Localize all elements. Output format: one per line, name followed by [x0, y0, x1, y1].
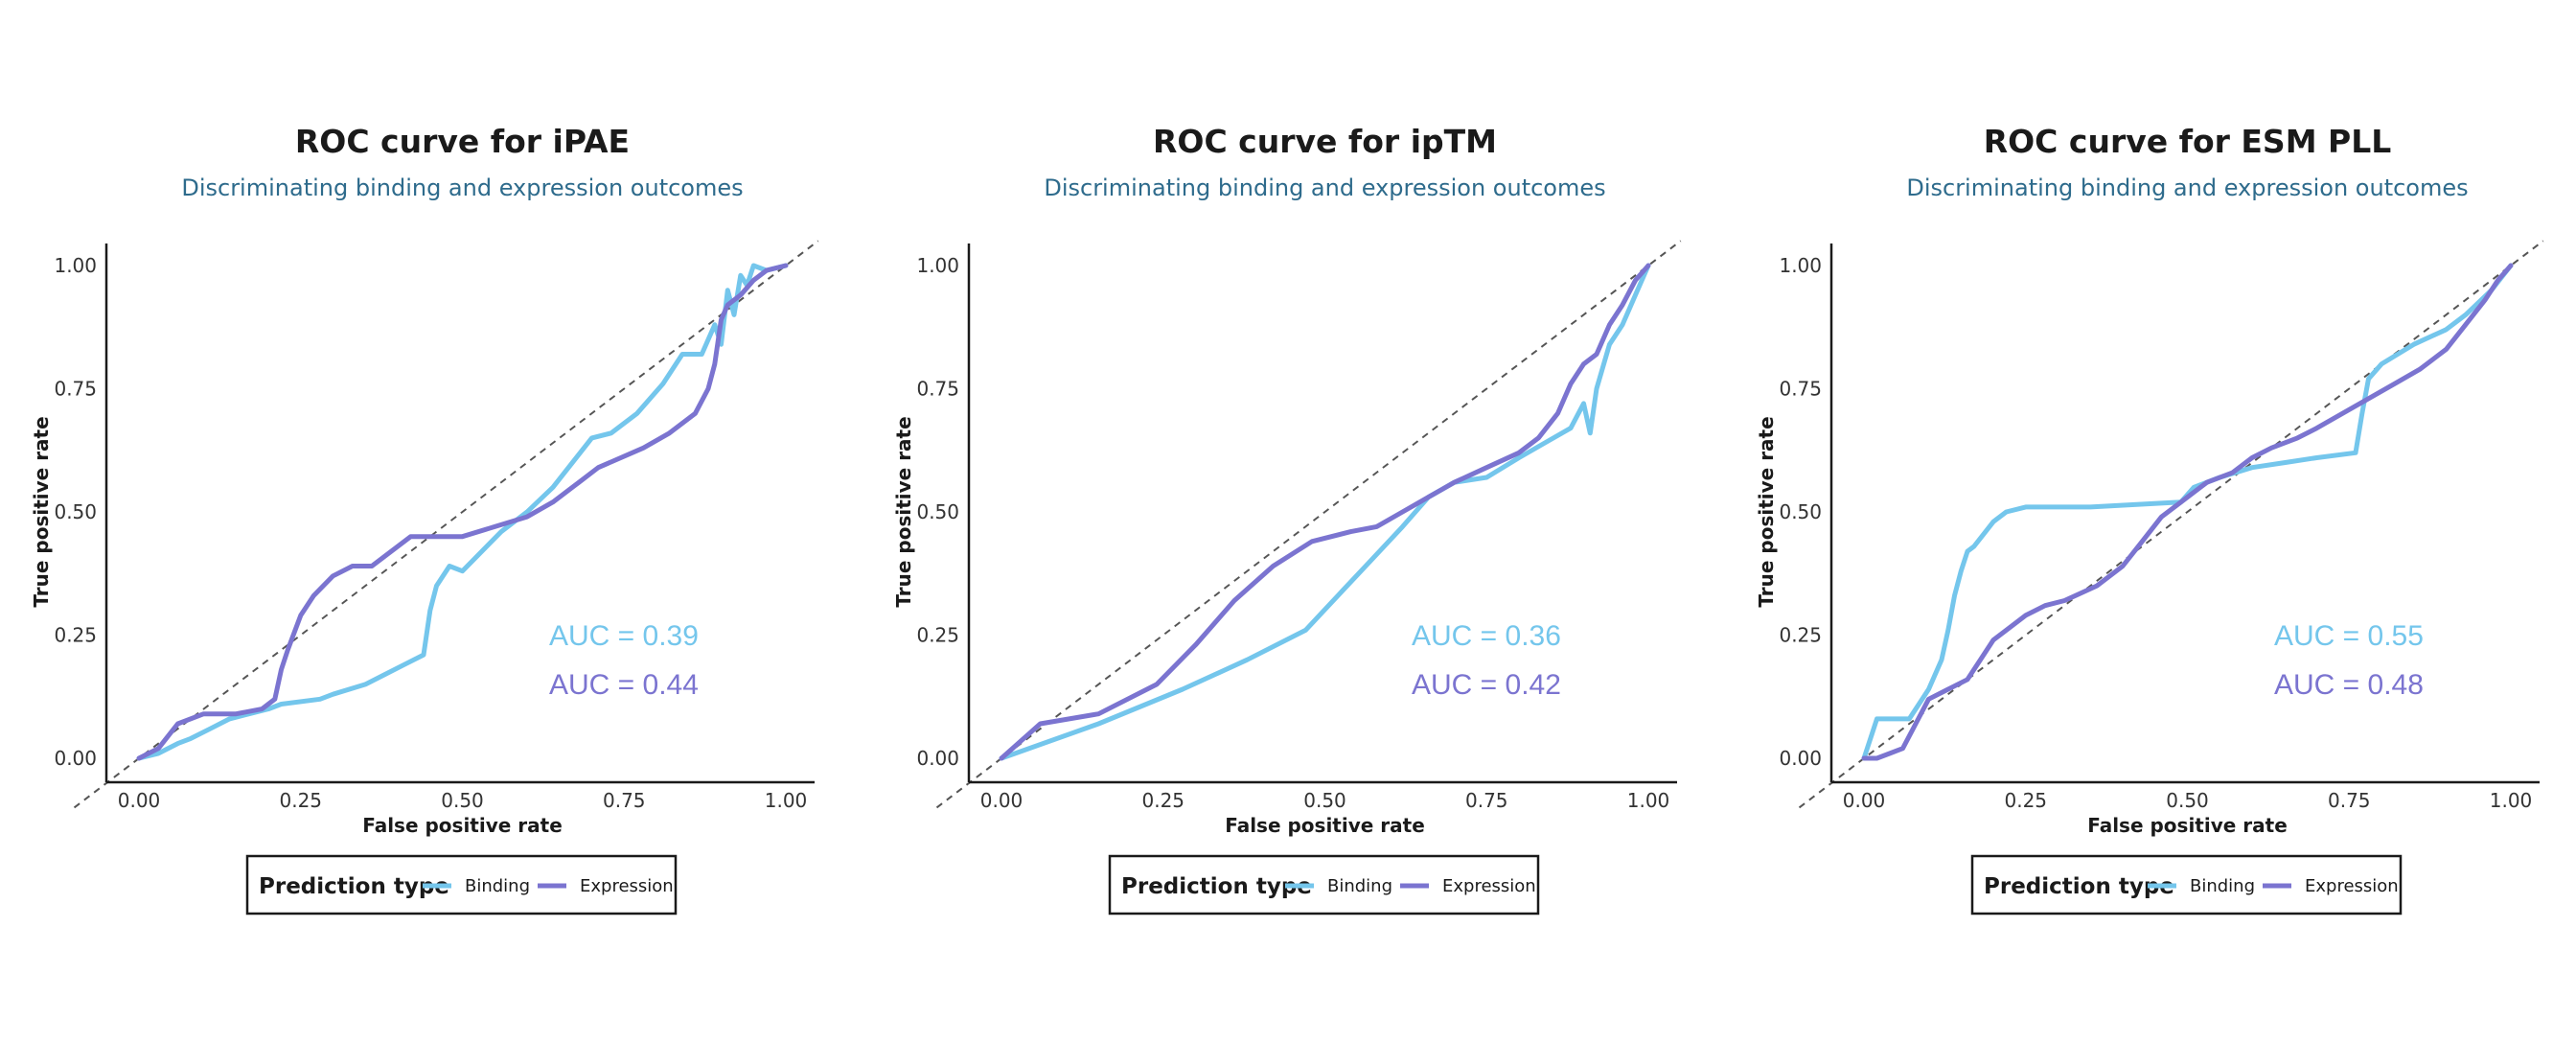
- y-axis-title: True positive rate: [1755, 416, 1778, 607]
- y-tick-label: 0.50: [916, 500, 959, 523]
- x-tick-label: 0.00: [118, 789, 161, 812]
- legend-label-expression: Expression: [2305, 876, 2399, 896]
- y-tick-label: 0.50: [1779, 500, 1822, 523]
- x-tick-label: 0.75: [2328, 789, 2371, 812]
- x-tick-label: 1.00: [1627, 789, 1670, 812]
- roc-curve-binding: [999, 263, 1651, 761]
- legend-label-binding: Binding: [465, 876, 530, 896]
- y-tick-label: 0.00: [916, 747, 959, 770]
- diagonal-reference-line: [1798, 240, 2544, 809]
- auc-label-binding: AUC = 0.39: [549, 620, 699, 652]
- x-axis-title: False positive rate: [362, 814, 563, 837]
- legend-title: Prediction type: [259, 874, 449, 899]
- panel-title: ROC curve for iPAE: [295, 123, 630, 160]
- legend-title: Prediction type: [1121, 874, 1312, 899]
- y-tick-label: 1.00: [916, 254, 959, 277]
- y-tick-label: 0.75: [916, 378, 959, 401]
- legend-title: Prediction type: [1984, 874, 2174, 899]
- y-tick-label: 1.00: [54, 254, 97, 277]
- y-tick-label: 0.00: [54, 747, 97, 770]
- x-axis-title: False positive rate: [1225, 814, 1425, 837]
- x-tick-label: 1.00: [765, 789, 808, 812]
- y-tick-label: 0.25: [916, 624, 959, 647]
- roc-curve-expression: [999, 263, 1651, 761]
- x-tick-label: 0.00: [1843, 789, 1886, 812]
- x-tick-label: 0.50: [2166, 789, 2209, 812]
- legend: Prediction type Binding Expression: [1970, 854, 2403, 916]
- x-tick-label: 0.50: [441, 789, 484, 812]
- legend-box: [245, 854, 678, 916]
- legend: Prediction type Binding Expression: [245, 854, 678, 916]
- roc-panel-3: ROC curve for ESM PLL Discriminating bind…: [1755, 123, 2544, 916]
- panel-title: ROC curve for ipTM: [1153, 123, 1497, 160]
- y-tick-label: 0.00: [1779, 747, 1822, 770]
- legend-label-expression: Expression: [580, 876, 674, 896]
- roc-panel-1: ROC curve for iPAE Discriminating binding…: [30, 123, 819, 916]
- legend-label-binding: Binding: [1327, 876, 1392, 896]
- x-tick-label: 0.50: [1303, 789, 1346, 812]
- legend: Prediction type Binding Expression: [1108, 854, 1540, 916]
- roc-curve-binding: [1861, 263, 2514, 761]
- x-tick-label: 0.25: [2004, 789, 2047, 812]
- legend-label-expression: Expression: [1442, 876, 1536, 896]
- panel-title: ROC curve for ESM PLL: [1984, 123, 2392, 160]
- x-tick-label: 0.75: [603, 789, 646, 812]
- auc-label-expression: AUC = 0.44: [549, 669, 699, 701]
- x-tick-label: 0.25: [1141, 789, 1184, 812]
- panel-subtitle: Discriminating binding and expression ou…: [181, 174, 743, 201]
- y-tick-label: 0.50: [54, 500, 97, 523]
- y-tick-label: 0.25: [1779, 624, 1822, 647]
- x-axis-title: False positive rate: [2087, 814, 2288, 837]
- x-tick-label: 0.25: [279, 789, 322, 812]
- y-axis-title: True positive rate: [892, 416, 915, 607]
- panel-subtitle: Discriminating binding and expression ou…: [1906, 174, 2468, 201]
- auc-label-expression: AUC = 0.42: [1412, 669, 1561, 701]
- auc-label-binding: AUC = 0.36: [1412, 620, 1561, 652]
- x-tick-label: 1.00: [2490, 789, 2533, 812]
- y-axis-title: True positive rate: [30, 416, 53, 607]
- x-tick-label: 0.00: [980, 789, 1024, 812]
- diagonal-reference-line: [935, 240, 1682, 809]
- roc-curve-expression: [1861, 263, 2514, 761]
- y-tick-label: 0.75: [54, 378, 97, 401]
- diagonal-reference-line: [73, 240, 819, 809]
- auc-label-expression: AUC = 0.48: [2274, 669, 2424, 701]
- y-tick-label: 0.75: [1779, 378, 1822, 401]
- auc-label-binding: AUC = 0.55: [2274, 620, 2424, 652]
- legend-label-binding: Binding: [2190, 876, 2255, 896]
- roc-curve-expression: [136, 263, 789, 761]
- roc-panel-2: ROC curve for ipTM Discriminating binding…: [892, 123, 1682, 916]
- legend-box: [1970, 854, 2403, 916]
- x-tick-label: 0.75: [1465, 789, 1508, 812]
- y-tick-label: 0.25: [54, 624, 97, 647]
- legend-box: [1108, 854, 1540, 916]
- panel-subtitle: Discriminating binding and expression ou…: [1044, 174, 1605, 201]
- y-tick-label: 1.00: [1779, 254, 1822, 277]
